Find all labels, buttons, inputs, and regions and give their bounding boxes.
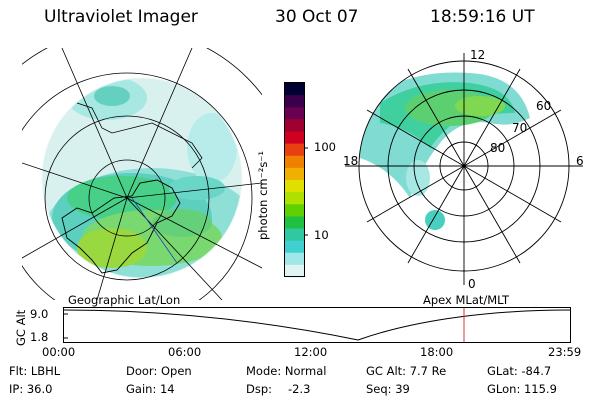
altitude-ytick-1-8: 1.8: [30, 330, 49, 344]
altitude-xtick-0600: 06:00: [168, 345, 202, 359]
mlat-label-60: 60: [536, 99, 551, 113]
magnetic-image-panel: 12 18 6 0 60 70 80: [343, 48, 584, 291]
geographic-image-panel: [22, 48, 262, 300]
altitude-plot-frame: [63, 307, 571, 343]
glat-info: GLat: -84.7: [487, 364, 552, 378]
date-label: 30 Oct 07: [275, 7, 359, 27]
colorbar-bands: [285, 83, 304, 278]
altitude-ytick-9: 9.0: [30, 307, 49, 321]
mlt-label-12: 12: [470, 48, 485, 62]
altitude-xtick-1200: 12:00: [294, 345, 328, 359]
colorbar-band: [285, 143, 304, 157]
geographic-caption: Geographic Lat/Lon: [68, 293, 181, 307]
mlt-label-6: 6: [576, 154, 584, 168]
gain-info: Gain: 14: [126, 382, 175, 396]
lat-lon-grid: [22, 48, 262, 300]
dsp-info-value: -2.3: [288, 382, 311, 396]
colorbar-unit-label: photon cm⁻²s⁻¹: [256, 151, 270, 240]
colorbar: [284, 82, 308, 278]
altitude-plot: [63, 307, 571, 343]
track-line: [131, 197, 178, 264]
colorbar-tick-label-10: 10: [314, 228, 329, 242]
colorbar-band: [285, 107, 304, 120]
colorbar-band: [285, 192, 304, 205]
gc-alt-info: GC Alt: 7.7 Re: [366, 364, 447, 378]
geographic-emission-field: [42, 78, 242, 278]
colorbar-band: [285, 83, 304, 96]
colorbar-band: [285, 240, 304, 254]
filter-info: Flt: LBHL: [9, 364, 61, 378]
mlat-mlt-grid: [345, 53, 583, 285]
altitude-ylabel: GC Alt: [14, 309, 28, 346]
colorbar-band: [285, 119, 304, 132]
colorbar-band: [285, 131, 304, 145]
image-boundary: [41, 77, 243, 279]
colorbar-band: [285, 252, 304, 266]
altitude-xtick-2359: 23:59: [548, 345, 582, 359]
mlat-label-80: 80: [490, 141, 505, 155]
app-title: Ultraviolet Imager: [44, 7, 198, 27]
coastline: [61, 179, 181, 274]
mode-info: Mode: Normal: [246, 364, 327, 378]
altitude-curve: [63, 309, 571, 341]
coastline-north: [76, 102, 203, 169]
colorbar-band: [285, 180, 304, 193]
colorbar-band: [285, 95, 304, 108]
magnetic-caption: Apex MLat/MLT: [423, 293, 510, 307]
colorbar-band: [285, 204, 304, 217]
dsp-info-label: Dsp:: [246, 382, 273, 396]
ip-info: IP: 36.0: [9, 382, 53, 396]
altitude-xtick-0000: 00:00: [42, 345, 76, 359]
mlt-label-0: 0: [468, 277, 476, 291]
mlat-label-70: 70: [512, 121, 527, 135]
colorbar-band: [285, 228, 304, 242]
colorbar-band: [285, 155, 304, 169]
colorbar-band: [285, 264, 304, 278]
colorbar-band: [285, 167, 304, 181]
altitude-xtick-1800: 18:00: [420, 345, 454, 359]
time-label: 18:59:16 UT: [430, 7, 535, 27]
colorbar-frame: [284, 82, 305, 277]
glon-info: GLon: 115.9: [487, 382, 557, 396]
mlt-label-18: 18: [343, 154, 358, 168]
door-info: Door: Open: [126, 364, 192, 378]
colorbar-tick-label-100: 100: [314, 140, 336, 154]
colorbar-band: [285, 216, 304, 229]
seq-info: Seq: 39: [366, 382, 410, 396]
